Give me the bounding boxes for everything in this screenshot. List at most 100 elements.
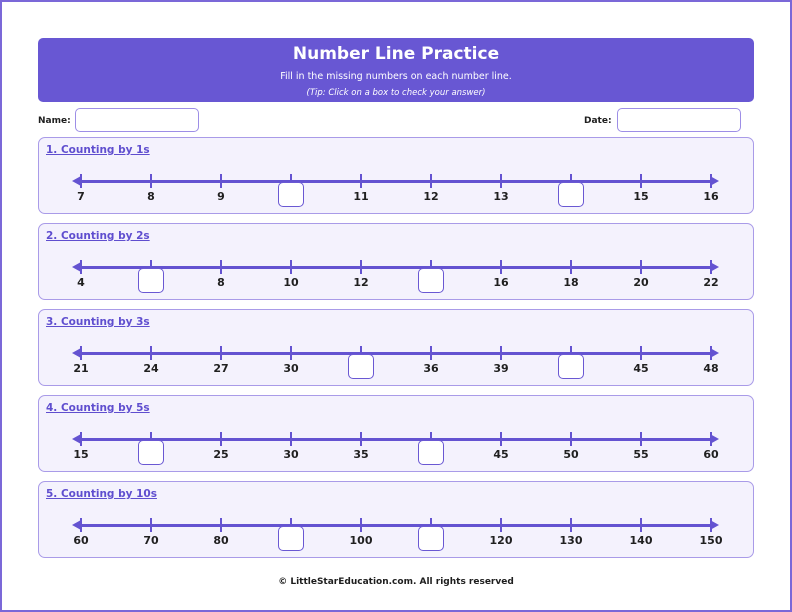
tick-mark — [640, 174, 642, 188]
tick-mark — [290, 174, 292, 188]
tick-mark — [220, 346, 222, 360]
right-arrow-icon — [710, 434, 719, 444]
tick-label: 13 — [493, 190, 509, 203]
tick-mark — [640, 518, 642, 532]
tick-mark — [500, 518, 502, 532]
tick-label: 48 — [703, 362, 719, 375]
tick-label: 120 — [489, 534, 513, 547]
left-arrow-icon — [72, 434, 81, 444]
tick-label: 4 — [77, 276, 85, 289]
tick-label: 130 — [559, 534, 583, 547]
tick-mark — [220, 174, 222, 188]
tick-label: 21 — [73, 362, 89, 375]
tick-label: 7 — [77, 190, 85, 203]
number-line-axis — [77, 180, 710, 183]
tick-label: 9 — [217, 190, 225, 203]
tick-label: 12 — [353, 276, 369, 289]
answer-box[interactable] — [418, 268, 444, 293]
section-title: 2. Counting by 2s — [46, 230, 150, 242]
tick-mark — [430, 432, 432, 446]
tick-mark — [430, 346, 432, 360]
date-field[interactable] — [617, 108, 741, 132]
tick-mark — [80, 518, 82, 532]
tick-mark — [80, 260, 82, 274]
name-field[interactable] — [75, 108, 199, 132]
answer-box[interactable] — [138, 440, 164, 465]
tick-label: 30 — [283, 362, 299, 375]
tick-label: 18 — [563, 276, 579, 289]
tick-label: 25 — [213, 448, 229, 461]
answer-box[interactable] — [278, 526, 304, 551]
number-line-section: 1. Counting by 1s 7 8 9 11 12 13 15 16 — [38, 137, 754, 214]
tick-label: 15 — [633, 190, 649, 203]
tick-mark — [220, 260, 222, 274]
tick-mark — [430, 260, 432, 274]
tick-mark — [360, 260, 362, 274]
tick-mark — [500, 174, 502, 188]
number-line-axis — [77, 352, 710, 355]
left-arrow-icon — [72, 520, 81, 530]
section-title: 3. Counting by 3s — [46, 316, 150, 328]
tick-label: 22 — [703, 276, 719, 289]
answer-box[interactable] — [278, 182, 304, 207]
number-line-section: 2. Counting by 2s 4 8 10 12 16 18 20 22 — [38, 223, 754, 300]
left-arrow-icon — [72, 176, 81, 186]
tick-label: 11 — [353, 190, 369, 203]
tick-mark — [570, 518, 572, 532]
tick-label: 60 — [703, 448, 719, 461]
tick-mark — [710, 260, 712, 274]
right-arrow-icon — [710, 348, 719, 358]
tick-label: 36 — [423, 362, 439, 375]
tick-label: 100 — [349, 534, 373, 547]
tick-mark — [290, 346, 292, 360]
section-title: 1. Counting by 1s — [46, 144, 150, 156]
answer-box[interactable] — [558, 354, 584, 379]
tick-label: 39 — [493, 362, 509, 375]
tick-mark — [80, 346, 82, 360]
tick-mark — [80, 174, 82, 188]
tick-mark — [430, 174, 432, 188]
tick-label: 10 — [283, 276, 299, 289]
tick-label: 35 — [353, 448, 369, 461]
page-title: Number Line Practice — [292, 44, 500, 64]
tick-label: 16 — [703, 190, 719, 203]
tick-mark — [570, 432, 572, 446]
number-line-axis — [77, 524, 710, 527]
tick-mark — [570, 346, 572, 360]
tick-mark — [710, 346, 712, 360]
tick-label: 140 — [629, 534, 653, 547]
tick-mark — [570, 260, 572, 274]
number-line-section: 4. Counting by 5s 15 25 30 35 45 50 55 60 — [38, 395, 754, 472]
answer-box[interactable] — [348, 354, 374, 379]
tick-mark — [220, 518, 222, 532]
tick-label: 50 — [563, 448, 579, 461]
tick-label: 55 — [633, 448, 649, 461]
tick-label: 60 — [73, 534, 89, 547]
tick-label: 80 — [213, 534, 229, 547]
tick-mark — [150, 174, 152, 188]
tick-mark — [430, 518, 432, 532]
tick-label: 16 — [493, 276, 509, 289]
tick-mark — [80, 432, 82, 446]
tick-label: 8 — [217, 276, 225, 289]
section-title: 5. Counting by 10s — [46, 488, 157, 500]
number-line-section: 5. Counting by 10s 60 70 80 100 120 130 140 150 — [38, 481, 754, 558]
answer-box[interactable] — [418, 526, 444, 551]
tick-mark — [290, 260, 292, 274]
tick-mark — [710, 518, 712, 532]
instructions-text: Fill in the missing numbers on each numb… — [280, 71, 512, 82]
number-line-section: 3. Counting by 3s 21 24 27 30 36 39 45 48 — [38, 309, 754, 386]
tick-label: 27 — [213, 362, 229, 375]
tick-mark — [710, 432, 712, 446]
answer-box[interactable] — [418, 440, 444, 465]
tick-mark — [500, 346, 502, 360]
answer-box[interactable] — [138, 268, 164, 293]
tick-label: 150 — [699, 534, 723, 547]
tick-mark — [150, 346, 152, 360]
tick-mark — [150, 518, 152, 532]
tick-mark — [360, 174, 362, 188]
answer-box[interactable] — [558, 182, 584, 207]
number-line-axis — [77, 266, 710, 269]
left-arrow-icon — [72, 348, 81, 358]
tick-mark — [640, 346, 642, 360]
